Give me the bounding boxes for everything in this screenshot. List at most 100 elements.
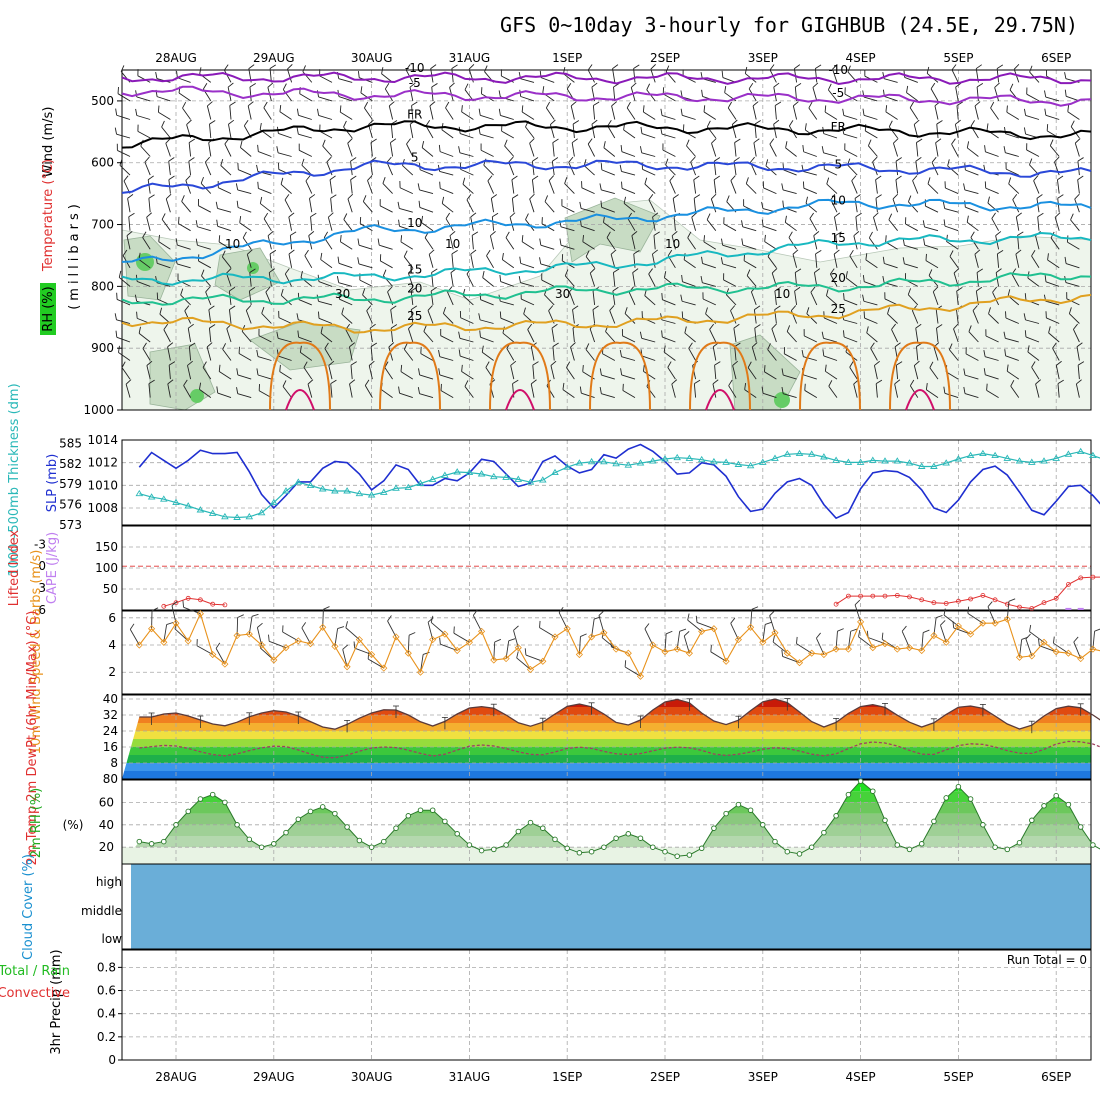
upper-barb — [242, 231, 252, 250]
barb-staff — [610, 254, 616, 268]
thickness-point — [1064, 450, 1073, 457]
upper-barb — [445, 101, 454, 120]
lifted-index-point — [894, 593, 900, 598]
upper-barb — [570, 101, 577, 120]
barb-flag — [468, 64, 475, 70]
lifted-index-point — [185, 595, 191, 601]
barb-flag — [300, 270, 303, 278]
barb-flag — [1012, 194, 1018, 200]
upper-barb — [564, 177, 575, 194]
upper-barb — [990, 101, 999, 120]
barb-flag — [464, 380, 469, 387]
upper-barb — [653, 231, 660, 250]
upper-barb — [723, 217, 737, 232]
thickness-point — [490, 472, 498, 480]
isotherm-label-25: 25 — [407, 309, 422, 323]
upper-barb — [458, 331, 474, 343]
barb-staff — [764, 371, 777, 380]
upper-barb — [681, 274, 696, 287]
barb-staff — [750, 291, 757, 306]
barb-flag — [302, 65, 306, 72]
wind-speed-point — [698, 627, 706, 635]
barb-flag — [1004, 349, 1007, 356]
barb-flag — [381, 67, 384, 74]
barb-staff — [913, 365, 919, 380]
temperature-line — [139, 698, 1100, 730]
wind10m-barb-staff — [516, 657, 531, 670]
barb-flag — [296, 127, 299, 135]
barb-flag — [421, 140, 425, 148]
barb-flag — [932, 286, 939, 293]
barb-flag — [466, 194, 472, 201]
wind-speed-point — [233, 631, 241, 640]
barb-flag — [449, 231, 456, 237]
isotherm-label-5: 5 — [834, 157, 842, 171]
barb-staff — [116, 114, 131, 120]
barb-flag — [545, 101, 550, 109]
rh-point — [185, 808, 191, 815]
barb-flag — [1003, 331, 1006, 339]
upper-barb — [508, 156, 515, 176]
upper-barb — [505, 231, 515, 250]
barb-staff — [380, 389, 393, 398]
barb-staff — [763, 187, 777, 195]
wind-speed-point — [355, 636, 363, 644]
upper-barb — [222, 343, 232, 361]
barb-flag — [885, 235, 887, 243]
thickness-point — [184, 502, 192, 509]
cape-tick: 150 — [95, 540, 118, 554]
precip-total-rain-label: Total / Rain — [0, 964, 70, 979]
barb-staff — [753, 309, 757, 324]
barb-flag — [379, 199, 381, 206]
upper-barb — [1057, 379, 1064, 398]
upper-barb — [161, 120, 171, 139]
barb-flag — [1005, 311, 1007, 319]
isotherm-30 — [489, 341, 551, 411]
cloud-tick-middle: middle — [81, 904, 122, 918]
upper-barb — [399, 181, 413, 195]
barb-staff — [460, 317, 474, 324]
barb-flag — [572, 120, 580, 125]
upper-barb — [882, 256, 898, 269]
upper-barb — [199, 382, 212, 398]
barb-flag — [438, 349, 441, 357]
barb-flag — [532, 175, 539, 181]
barb-staff — [208, 142, 212, 157]
wind10m-barb-flag — [850, 628, 858, 632]
upper-barb — [218, 364, 232, 380]
lifted-index-point — [882, 593, 888, 599]
upper-barb — [1031, 361, 1040, 380]
barb-staff — [439, 374, 454, 380]
wind10m-barb — [215, 642, 226, 665]
rh-point — [601, 844, 607, 850]
barb-flag — [257, 144, 259, 152]
barb-flag — [1037, 212, 1044, 218]
thickness-point — [404, 483, 413, 491]
precip-tick: 0.2 — [97, 1030, 116, 1044]
upper-barb — [873, 212, 879, 231]
upper-barb — [843, 293, 858, 306]
thickness-point — [832, 456, 840, 463]
wind10m-barb-staff — [943, 614, 959, 627]
barb-flag — [362, 195, 367, 202]
upper-barb — [280, 288, 292, 306]
barb-staff — [626, 107, 636, 120]
barb-flag — [410, 286, 418, 292]
barb-flag — [400, 235, 403, 242]
upper-barb — [720, 257, 737, 269]
barb-staff — [824, 168, 838, 176]
barb-staff — [389, 142, 394, 157]
wind10m-barb — [387, 615, 397, 638]
isotherm-30 — [799, 341, 861, 411]
upper-barb — [1024, 330, 1040, 343]
wind10m-barb-staff — [696, 622, 715, 630]
barb-staff — [1012, 199, 1020, 213]
barb-flag — [868, 231, 873, 239]
barb-flag — [874, 360, 880, 366]
wind-speed-point — [453, 646, 461, 655]
barb-flag — [914, 360, 920, 366]
isotherm-label-15: 15 — [831, 231, 846, 245]
barb-staff — [508, 161, 515, 176]
upper-barb — [449, 231, 456, 250]
rh-point — [503, 842, 509, 848]
